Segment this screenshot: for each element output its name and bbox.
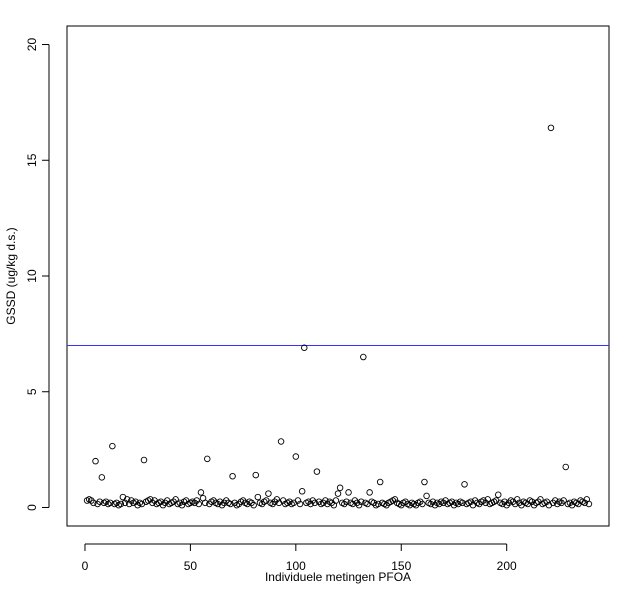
point xyxy=(349,500,357,508)
point xyxy=(197,489,205,496)
x-tick-label: 200 xyxy=(497,559,517,573)
point xyxy=(96,498,103,505)
point xyxy=(307,500,314,508)
point xyxy=(125,500,133,508)
point xyxy=(562,463,569,471)
plot-box xyxy=(66,25,610,527)
point xyxy=(581,499,588,507)
point xyxy=(560,497,567,504)
point xyxy=(121,499,129,507)
point xyxy=(107,499,114,507)
y-tick-label: 0 xyxy=(25,504,39,511)
point xyxy=(543,498,551,505)
y-tick-label: 15 xyxy=(25,153,39,167)
point xyxy=(355,501,363,509)
point xyxy=(109,442,116,450)
point xyxy=(296,500,304,508)
y-tick-label: 5 xyxy=(25,388,39,395)
point xyxy=(204,455,211,463)
point xyxy=(90,499,97,507)
point xyxy=(92,457,99,465)
x-tick-label: 150 xyxy=(391,559,411,573)
point xyxy=(345,489,352,496)
point xyxy=(193,497,200,504)
point xyxy=(332,497,340,504)
point xyxy=(273,496,281,503)
point xyxy=(294,497,302,504)
point xyxy=(157,498,165,505)
point xyxy=(277,438,285,445)
point xyxy=(301,344,308,352)
point xyxy=(419,500,426,508)
x-tick-label: 100 xyxy=(286,559,306,573)
point xyxy=(360,353,367,361)
point xyxy=(461,481,468,488)
point xyxy=(551,497,559,504)
point xyxy=(501,498,508,505)
point xyxy=(357,498,365,505)
point xyxy=(366,489,373,496)
point xyxy=(334,490,342,497)
point xyxy=(227,500,234,508)
y-axis-label: GSSD (ug/kg d.s.) xyxy=(4,227,18,324)
x-tick-label: 50 xyxy=(184,559,198,573)
point xyxy=(117,500,125,508)
point xyxy=(216,498,224,505)
point xyxy=(311,499,319,507)
point xyxy=(313,468,321,475)
point xyxy=(298,488,306,495)
point xyxy=(376,478,384,486)
point xyxy=(391,496,399,503)
x-tick-label: 0 xyxy=(82,559,89,573)
point xyxy=(336,484,344,492)
point xyxy=(292,453,300,460)
point xyxy=(147,496,154,503)
point xyxy=(513,496,521,503)
point xyxy=(528,498,536,505)
point xyxy=(252,471,260,479)
point xyxy=(482,499,489,507)
point xyxy=(429,498,437,505)
point xyxy=(98,474,106,481)
point xyxy=(459,499,466,507)
point xyxy=(495,491,502,499)
point xyxy=(229,472,236,480)
point xyxy=(467,498,475,505)
point xyxy=(343,498,350,505)
point xyxy=(421,478,428,486)
point xyxy=(250,501,257,509)
point xyxy=(374,500,382,508)
point xyxy=(585,500,593,508)
point xyxy=(448,498,456,505)
point xyxy=(132,498,139,505)
point xyxy=(195,500,203,508)
point xyxy=(423,492,430,500)
point xyxy=(547,124,555,132)
x-axis-label: Individuele metingen PFOA xyxy=(265,570,411,584)
point xyxy=(265,490,272,497)
point xyxy=(201,499,209,507)
y-tick-label: 10 xyxy=(25,269,39,283)
point xyxy=(140,456,148,464)
point xyxy=(178,501,186,509)
point xyxy=(322,497,329,504)
point xyxy=(254,493,262,501)
y-tick-label: 20 xyxy=(25,38,39,52)
